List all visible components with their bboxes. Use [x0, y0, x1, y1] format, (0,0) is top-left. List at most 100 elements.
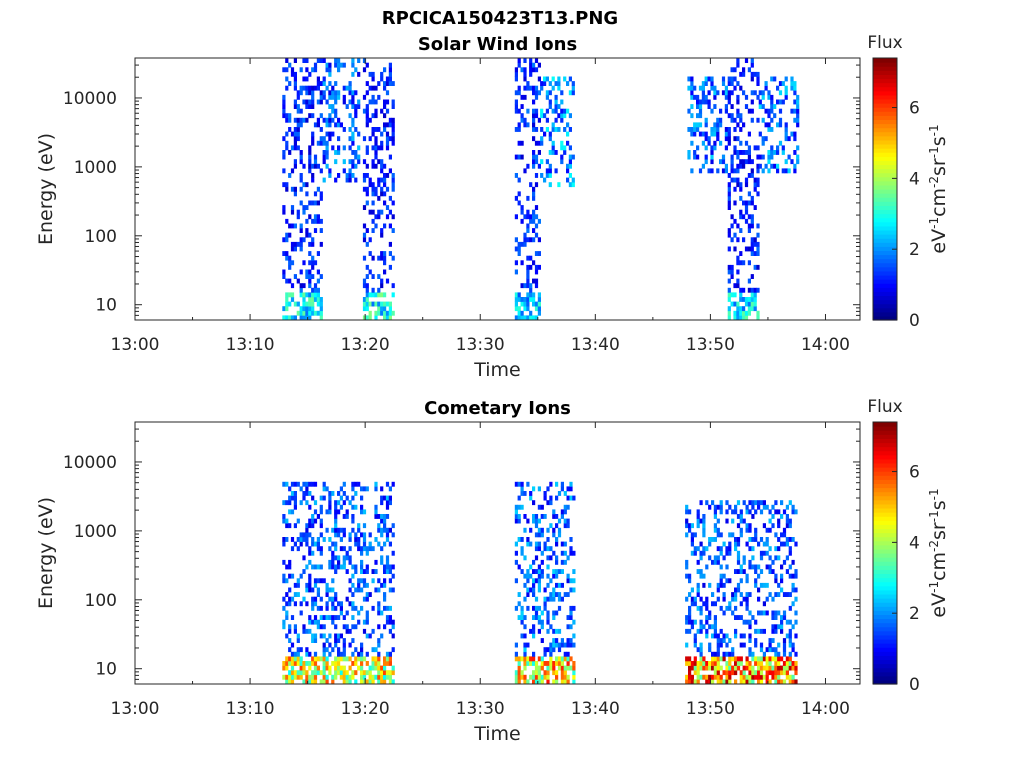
- heatmap-cell: [322, 140, 326, 146]
- heatmap-cell: [788, 564, 792, 570]
- heatmap-cell: [733, 177, 737, 183]
- heatmap-cell: [534, 108, 539, 114]
- heatmap-cell: [339, 537, 343, 542]
- heatmap-cell: [354, 154, 358, 160]
- heatmap-cell: [325, 163, 329, 169]
- heatmap-cell: [383, 578, 387, 584]
- heatmap-cell: [371, 186, 375, 192]
- heatmap-cell: [377, 292, 381, 298]
- heatmap-cell: [560, 481, 564, 487]
- heatmap-cell: [751, 555, 755, 561]
- heatmap-cell: [288, 223, 292, 229]
- heatmap-cell: [765, 647, 769, 653]
- colorbar-segment: [873, 647, 897, 652]
- heatmap-cell: [299, 674, 303, 680]
- heatmap-cell: [342, 670, 346, 676]
- heatmap-cell: [526, 223, 530, 229]
- heatmap-cell: [523, 232, 527, 238]
- heatmap-cell: [365, 117, 369, 123]
- heatmap-cell: [736, 237, 740, 243]
- heatmap-cell: [285, 131, 289, 137]
- heatmap-cell: [730, 159, 734, 165]
- colorbar-segment: [873, 217, 897, 223]
- heatmap-cell: [282, 168, 286, 174]
- heatmap-cell: [788, 628, 792, 634]
- heatmap-cell: [534, 514, 539, 519]
- heatmap-cell: [331, 619, 335, 625]
- heatmap-cell: [354, 564, 358, 570]
- heatmap-cell: [791, 601, 795, 607]
- heatmap-cell: [351, 71, 355, 77]
- heatmap-cell: [754, 656, 758, 662]
- heatmap-cell: [551, 127, 555, 132]
- heatmap-cell: [560, 679, 564, 685]
- heatmap-cell: [331, 679, 335, 685]
- heatmap-cell: [391, 122, 395, 128]
- heatmap-cell: [328, 491, 332, 496]
- heatmap-cell: [733, 150, 737, 155]
- heatmap-cell: [520, 94, 524, 100]
- heatmap-cell: [354, 127, 358, 132]
- heatmap-cell: [316, 218, 320, 224]
- heatmap-cell: [523, 491, 527, 496]
- heatmap-cell: [782, 670, 787, 676]
- heatmap-cell: [354, 537, 358, 542]
- heatmap-cell: [520, 550, 524, 556]
- heatmap-cell: [316, 122, 320, 128]
- heatmap-cell: [552, 615, 556, 620]
- heatmap-cell: [293, 274, 297, 279]
- heatmap-cell: [296, 108, 300, 114]
- heatmap-cell: [308, 251, 312, 256]
- heatmap-cell: [537, 541, 541, 547]
- heatmap-cell: [308, 559, 312, 565]
- colorbar-segment: [873, 201, 897, 206]
- heatmap-cell: [796, 104, 800, 109]
- heatmap-cell: [354, 605, 358, 611]
- heatmap-cell: [731, 532, 735, 538]
- heatmap-cell: [782, 679, 787, 685]
- heatmap-cell: [696, 514, 700, 519]
- heatmap-cell: [311, 638, 315, 643]
- heatmap-cell: [794, 509, 798, 515]
- heatmap-cell: [319, 297, 323, 302]
- heatmap-cell: [704, 145, 708, 151]
- heatmap-cell: [719, 642, 723, 648]
- heatmap-cell: [348, 559, 352, 565]
- heatmap-cell: [560, 99, 564, 105]
- heatmap-cell: [299, 200, 303, 206]
- heatmap-cell: [362, 58, 367, 63]
- heatmap-cell: [331, 601, 335, 607]
- heatmap-cell: [690, 140, 694, 146]
- heatmap-cell: [730, 76, 734, 82]
- heatmap-cell: [747, 154, 751, 160]
- heatmap-cell: [753, 301, 757, 307]
- heatmap-cell: [713, 559, 717, 565]
- heatmap-cell: [296, 661, 300, 666]
- heatmap-cell: [532, 218, 536, 224]
- heatmap-cell: [334, 150, 338, 155]
- heatmap-cell: [383, 523, 387, 529]
- heatmap-cell: [770, 163, 774, 169]
- heatmap-cell: [713, 127, 717, 132]
- heatmap-cell: [331, 108, 335, 114]
- heatmap-cell: [727, 195, 731, 201]
- heatmap-cell: [348, 665, 352, 671]
- heatmap-cell: [380, 486, 384, 492]
- heatmap-cell: [339, 495, 343, 501]
- heatmap-cell: [777, 537, 781, 542]
- heatmap-cell: [302, 679, 306, 685]
- heatmap-cell: [517, 154, 521, 160]
- heatmap-cell: [388, 541, 392, 547]
- heatmap-cell: [313, 214, 318, 220]
- heatmap-cell: [383, 251, 387, 256]
- heatmap-cell: [282, 104, 286, 109]
- colorbar-segment: [873, 58, 897, 63]
- heatmap-cell: [724, 168, 728, 174]
- heatmap-cell: [780, 532, 784, 538]
- heatmap-cell: [543, 601, 547, 607]
- heatmap-cell: [308, 587, 312, 593]
- heatmap-cell: [546, 486, 550, 492]
- heatmap-cell: [357, 481, 361, 487]
- y-tick-label: 10000: [63, 453, 117, 473]
- heatmap-cell: [311, 601, 315, 607]
